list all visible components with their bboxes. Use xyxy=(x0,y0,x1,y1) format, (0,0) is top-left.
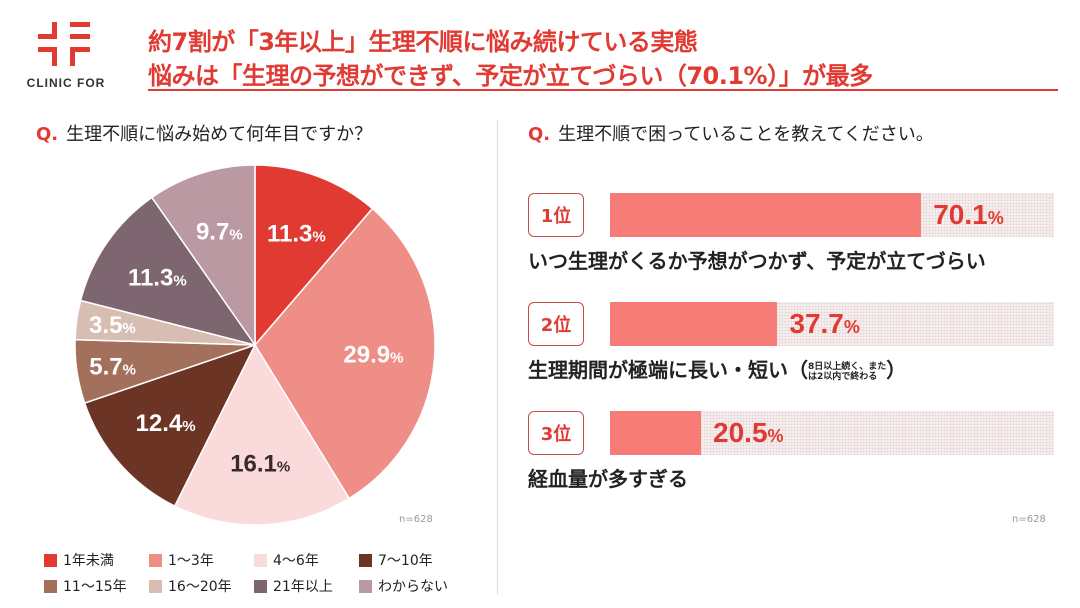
pie-slice xyxy=(173,343,351,526)
pie-slice xyxy=(254,164,374,348)
rank-badge: 2位 xyxy=(528,302,584,346)
pie-data-label: 9.7% xyxy=(196,219,243,246)
pie-data-label: 29.9% xyxy=(343,342,403,369)
pie-data-label: 12.4% xyxy=(136,410,196,437)
pie-slice xyxy=(150,164,256,348)
legend-item: 21年以上 xyxy=(254,576,359,596)
clinic-for-logo-icon xyxy=(38,22,90,66)
legend-swatch xyxy=(359,553,372,567)
pie-chart: 11.3% 29.9% 16.1% 12.4% 5.7% 3.5% 11.3% 9.7% xyxy=(74,164,436,526)
legend-swatch xyxy=(149,579,162,593)
pie-data-label: 11.3% xyxy=(128,264,187,291)
q-mark: Q. xyxy=(528,124,551,145)
legend-label: 11〜15年 xyxy=(63,579,127,595)
question-left: Q. 生理不順に悩み始めて何年目ですか？ xyxy=(36,120,372,146)
bar xyxy=(610,302,778,346)
bar-category-label: いつ生理がくるか予想がつかず、予定が立てづらい xyxy=(528,249,986,273)
sample-size-right: n=628 xyxy=(1012,514,1046,525)
headline-line2: 悩みは「生理の予想ができず、予定が立てづらい（70.1%）」が最多 xyxy=(148,62,873,90)
legend-swatch xyxy=(44,553,57,567)
legend-swatch xyxy=(149,553,162,567)
legend-item: わからない xyxy=(359,576,464,596)
bar-value-label: 20.5% xyxy=(713,417,784,448)
legend-swatch xyxy=(44,579,57,593)
bar xyxy=(610,193,922,237)
bar-value-label: 70.1% xyxy=(933,199,1004,230)
headline-line1: 約7割が「3年以上」生理不順に悩み続けている実態 xyxy=(148,28,698,56)
bar xyxy=(610,411,702,455)
question-right: Q. 生理不順で困っていることを教えてください。 xyxy=(528,120,934,146)
legend-swatch xyxy=(254,579,267,593)
legend-item: 1〜3年 xyxy=(149,550,254,570)
legend-label: 7〜10年 xyxy=(378,553,433,569)
legend-item: 11〜15年 xyxy=(44,576,149,596)
rank-badge: 3位 xyxy=(528,411,584,455)
bar-category-note: 8日以上続く、また は2以内で終わる xyxy=(808,361,887,382)
brand-name: CLINIC FOR xyxy=(26,76,106,90)
legend-item: 7〜10年 xyxy=(359,550,464,570)
header-rule xyxy=(148,89,1058,91)
legend-label: わからない xyxy=(378,579,448,595)
pie-slice xyxy=(79,196,257,347)
question-text: 生理不順に悩み始めて何年目ですか？ xyxy=(66,124,373,145)
pie-data-label: 11.3% xyxy=(267,221,326,248)
q-mark: Q. xyxy=(36,124,59,145)
legend-swatch xyxy=(254,553,267,567)
legend-item: 16〜20年 xyxy=(149,576,254,596)
legend-label: 21年以上 xyxy=(273,579,333,595)
legend-swatch xyxy=(359,579,372,593)
divider xyxy=(497,120,498,595)
pie-legend: 1年未満 1〜3年 4〜6年 7〜10年 11〜15年 16〜20年 21年以上 わからない xyxy=(44,550,484,596)
legend-item: 4〜6年 xyxy=(254,550,359,570)
sample-size-left: n=628 xyxy=(399,514,433,525)
bar-value-label: 37.7% xyxy=(789,308,860,339)
question-text: 生理不順で困っていることを教えてください。 xyxy=(558,124,934,145)
rank-badge: 1位 xyxy=(528,193,584,237)
pie-slice xyxy=(254,207,436,500)
legend-label: 1年未満 xyxy=(63,553,114,569)
bar-category-label: 生理期間が極端に長い・短い（ 8日以上続く、また は2以内で終わる） xyxy=(528,358,907,382)
pie-slice xyxy=(83,343,257,508)
legend-label: 16〜20年 xyxy=(168,579,232,595)
pie-data-label: 5.7% xyxy=(89,353,136,380)
bar-category-label: 経血量が多すぎる xyxy=(528,467,688,491)
pie-data-label: 16.1% xyxy=(230,451,290,478)
legend-item: 1年未満 xyxy=(44,550,149,570)
pie-data-label: 3.5% xyxy=(89,312,136,339)
legend-label: 1〜3年 xyxy=(168,553,214,569)
legend-label: 4〜6年 xyxy=(273,553,319,569)
